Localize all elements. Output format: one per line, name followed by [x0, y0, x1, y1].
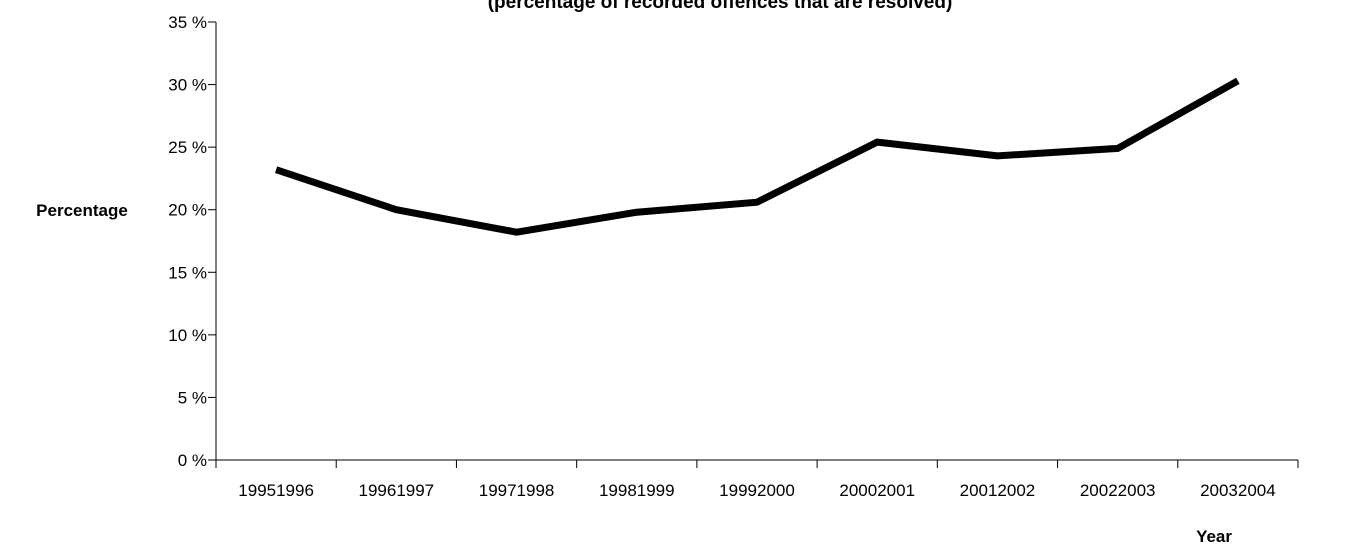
y-tick-label: 0 % — [178, 451, 207, 470]
series-line — [274, 77, 1240, 236]
y-tick-label: 35 % — [168, 13, 207, 32]
x-tick-label: 19981999 — [599, 481, 675, 500]
y-axis: 0 % 5 % 10 % 15 % 20 % 25 % 30 % 35 % — [168, 13, 217, 470]
x-axis: 19951996 19961997 19971998 19981999 19992000… — [215, 459, 1299, 500]
x-tick-label: 19951996 — [238, 481, 314, 500]
x-tick-label: 19992000 — [719, 481, 795, 500]
x-tick-label: 20022003 — [1080, 481, 1156, 500]
chart-title: (percentage of recorded offences that ar… — [488, 0, 953, 13]
x-tick-label: 20002001 — [839, 481, 915, 500]
x-tick-label: 20012002 — [960, 481, 1036, 500]
y-tick-label: 10 % — [168, 326, 207, 345]
y-axis-label: Percentage — [36, 201, 128, 220]
series-layer — [274, 77, 1240, 236]
y-tick-label: 30 % — [168, 76, 207, 95]
x-axis-label: Year — [1196, 527, 1232, 546]
x-tick-label: 20032004 — [1200, 481, 1276, 500]
y-tick-label: 5 % — [178, 388, 207, 407]
x-tick-label: 19971998 — [479, 481, 555, 500]
x-tick-label: 19961997 — [359, 481, 435, 500]
y-tick-label: 15 % — [168, 263, 207, 282]
y-tick-label: 25 % — [168, 138, 207, 157]
y-tick-label: 20 % — [168, 201, 207, 220]
